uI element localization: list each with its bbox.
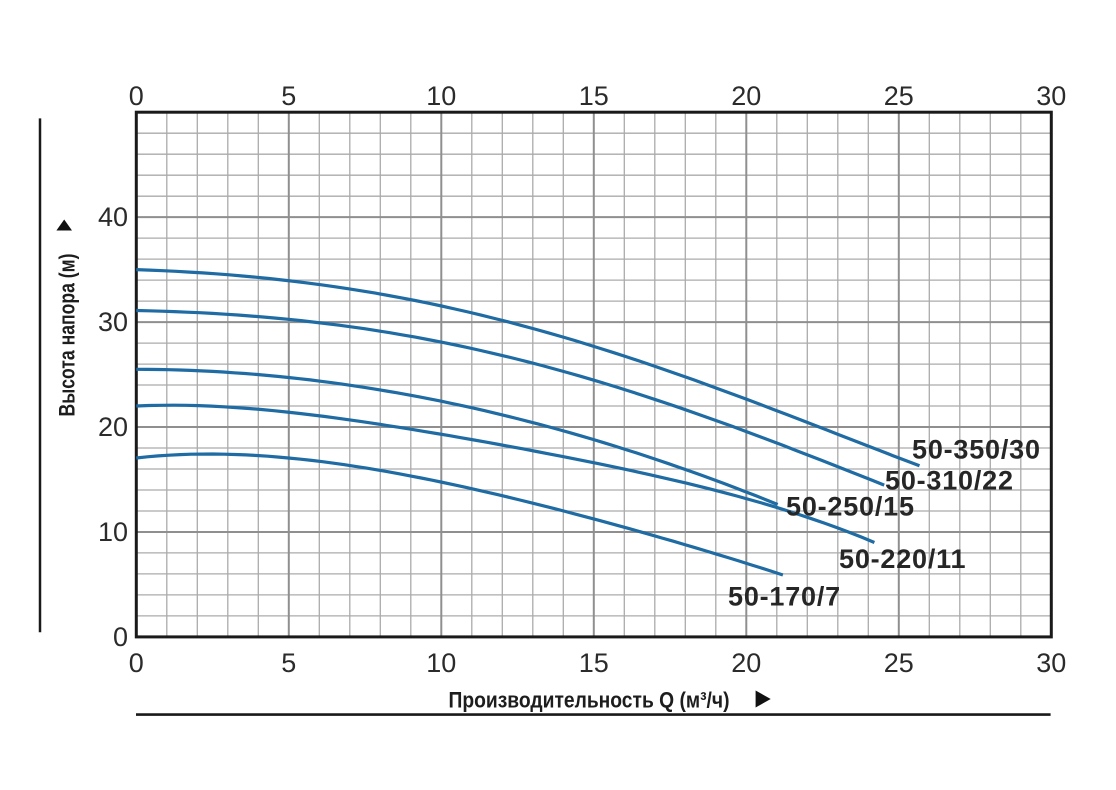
- svg-text:10: 10: [426, 81, 456, 111]
- svg-text:30: 30: [98, 307, 128, 337]
- svg-text:50-170/7: 50-170/7: [728, 582, 841, 612]
- svg-text:0: 0: [129, 81, 144, 111]
- svg-text:30: 30: [1036, 81, 1066, 111]
- svg-text:15: 15: [579, 81, 609, 111]
- svg-text:50-350/30: 50-350/30: [912, 435, 1041, 465]
- svg-text:5: 5: [281, 648, 296, 678]
- svg-text:10: 10: [426, 648, 456, 678]
- svg-text:25: 25: [884, 648, 914, 678]
- svg-text:20: 20: [98, 412, 128, 442]
- svg-text:50-220/11: 50-220/11: [839, 544, 966, 574]
- svg-text:10: 10: [98, 517, 128, 547]
- svg-text:5: 5: [281, 81, 296, 111]
- svg-text:Высота напора (м): Высота напора (м): [55, 254, 80, 417]
- svg-text:15: 15: [579, 648, 609, 678]
- svg-text:0: 0: [129, 648, 144, 678]
- svg-text:40: 40: [98, 202, 128, 232]
- svg-text:Производительность Q (м³/ч): Производительность Q (м³/ч): [449, 688, 730, 713]
- svg-text:50-310/22: 50-310/22: [885, 466, 1014, 496]
- svg-text:30: 30: [1036, 648, 1066, 678]
- svg-text:20: 20: [731, 81, 761, 111]
- svg-text:25: 25: [884, 81, 914, 111]
- svg-text:50-250/15: 50-250/15: [786, 492, 915, 522]
- svg-text:0: 0: [113, 622, 128, 652]
- svg-text:20: 20: [731, 648, 761, 678]
